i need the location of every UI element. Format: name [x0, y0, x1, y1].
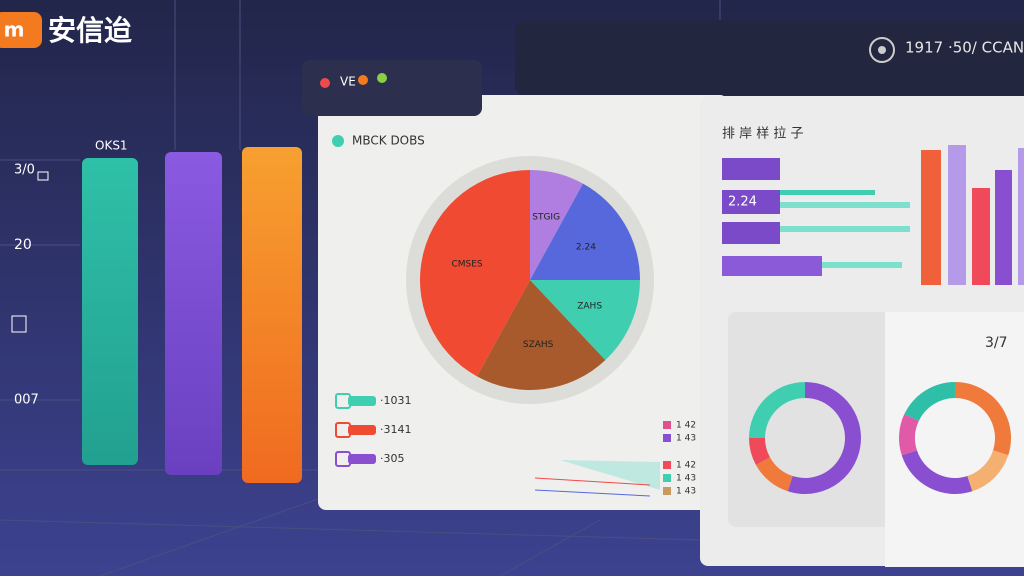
slice-label: 2.24 [576, 242, 596, 252]
donut-segment [955, 382, 1011, 456]
hbar [780, 190, 875, 195]
hbar [722, 158, 780, 180]
hbar [780, 226, 910, 232]
legend: ·1031 ·3141 ·305 [335, 393, 412, 467]
decoration [560, 460, 660, 490]
window-dot [358, 75, 368, 85]
logo-name: 安信迨 [48, 14, 132, 47]
legend-label: 1 43 [676, 487, 696, 497]
title-icon [332, 135, 344, 147]
vbar [995, 170, 1012, 285]
donut-segment [749, 438, 770, 465]
slice-label: CMSES [451, 259, 482, 269]
column [165, 152, 222, 475]
legend-label: 1 43 [676, 434, 696, 444]
donut-segment [755, 457, 793, 492]
slice-label: ZAHS [577, 301, 602, 311]
legend-swatch [663, 487, 671, 495]
donut-segment [899, 414, 919, 456]
legend-bar [348, 454, 376, 464]
logo-badge-text: m [4, 18, 25, 42]
window-title: VE [340, 75, 356, 89]
pie-slice [477, 280, 606, 390]
window-dot [377, 73, 387, 83]
left-label: OKS1 [95, 139, 128, 153]
legend-swatch [663, 474, 671, 482]
vbar [948, 145, 966, 285]
slice-label: SZAHS [523, 340, 554, 350]
window-bar [302, 60, 482, 116]
vbar [972, 188, 990, 285]
donut-segment [787, 382, 861, 494]
vbar [921, 150, 941, 285]
left-label: 007 [14, 393, 39, 408]
hbar [722, 256, 822, 276]
donut-segment [904, 382, 955, 421]
column [82, 158, 138, 465]
donut-segment [749, 382, 805, 438]
donut-segment [901, 450, 973, 494]
donut-segment [967, 450, 1009, 492]
icon [11, 315, 27, 333]
donut-label: 3/7 [985, 335, 1008, 351]
icon [37, 171, 49, 181]
bar-title: 排 岸 样 拉 子 [722, 127, 804, 142]
pie-slice [420, 170, 530, 377]
legend-bar [348, 425, 376, 435]
left-label: 3/0 [14, 163, 35, 178]
header-bar [515, 20, 1024, 96]
legend: 1 42 1 43 1 42 1 43 1 43 [663, 421, 696, 497]
window-dot [320, 78, 330, 88]
decoration [534, 489, 651, 497]
header-icon [869, 37, 895, 63]
legend-label: 1 43 [676, 474, 696, 484]
pie-slice [530, 170, 583, 280]
pie-slice [530, 183, 640, 280]
legend-label: ·1031 [380, 394, 412, 407]
slice-label: STGIG [532, 213, 560, 223]
pie-title: MBCK DOBS [352, 134, 425, 148]
legend-label: 1 42 [676, 421, 696, 431]
left-label: 20 [14, 237, 32, 253]
pie: STGIG 2.24 ZAHS SZAHS CMSES [420, 170, 640, 390]
vbar [1018, 148, 1024, 285]
legend-label: 1 42 [676, 461, 696, 471]
hbar [722, 190, 780, 214]
pie-slice [530, 280, 640, 361]
legend-swatch [663, 421, 671, 429]
logo-badge [0, 12, 42, 48]
hbar [722, 222, 780, 244]
legend-swatch [663, 461, 671, 469]
donuts [749, 382, 1011, 494]
bar-label: 2.24 [728, 195, 757, 210]
legend-label: ·305 [380, 452, 405, 465]
legend-label: ·3141 [380, 423, 412, 436]
decoration [534, 477, 651, 486]
legend-bar [348, 396, 376, 406]
legend-swatch [663, 434, 671, 442]
column [242, 147, 302, 483]
header-text: 1917 ·50/ CCAN [905, 39, 1024, 57]
hbar [822, 262, 902, 268]
hbar [780, 202, 910, 208]
header-icon [878, 46, 886, 54]
